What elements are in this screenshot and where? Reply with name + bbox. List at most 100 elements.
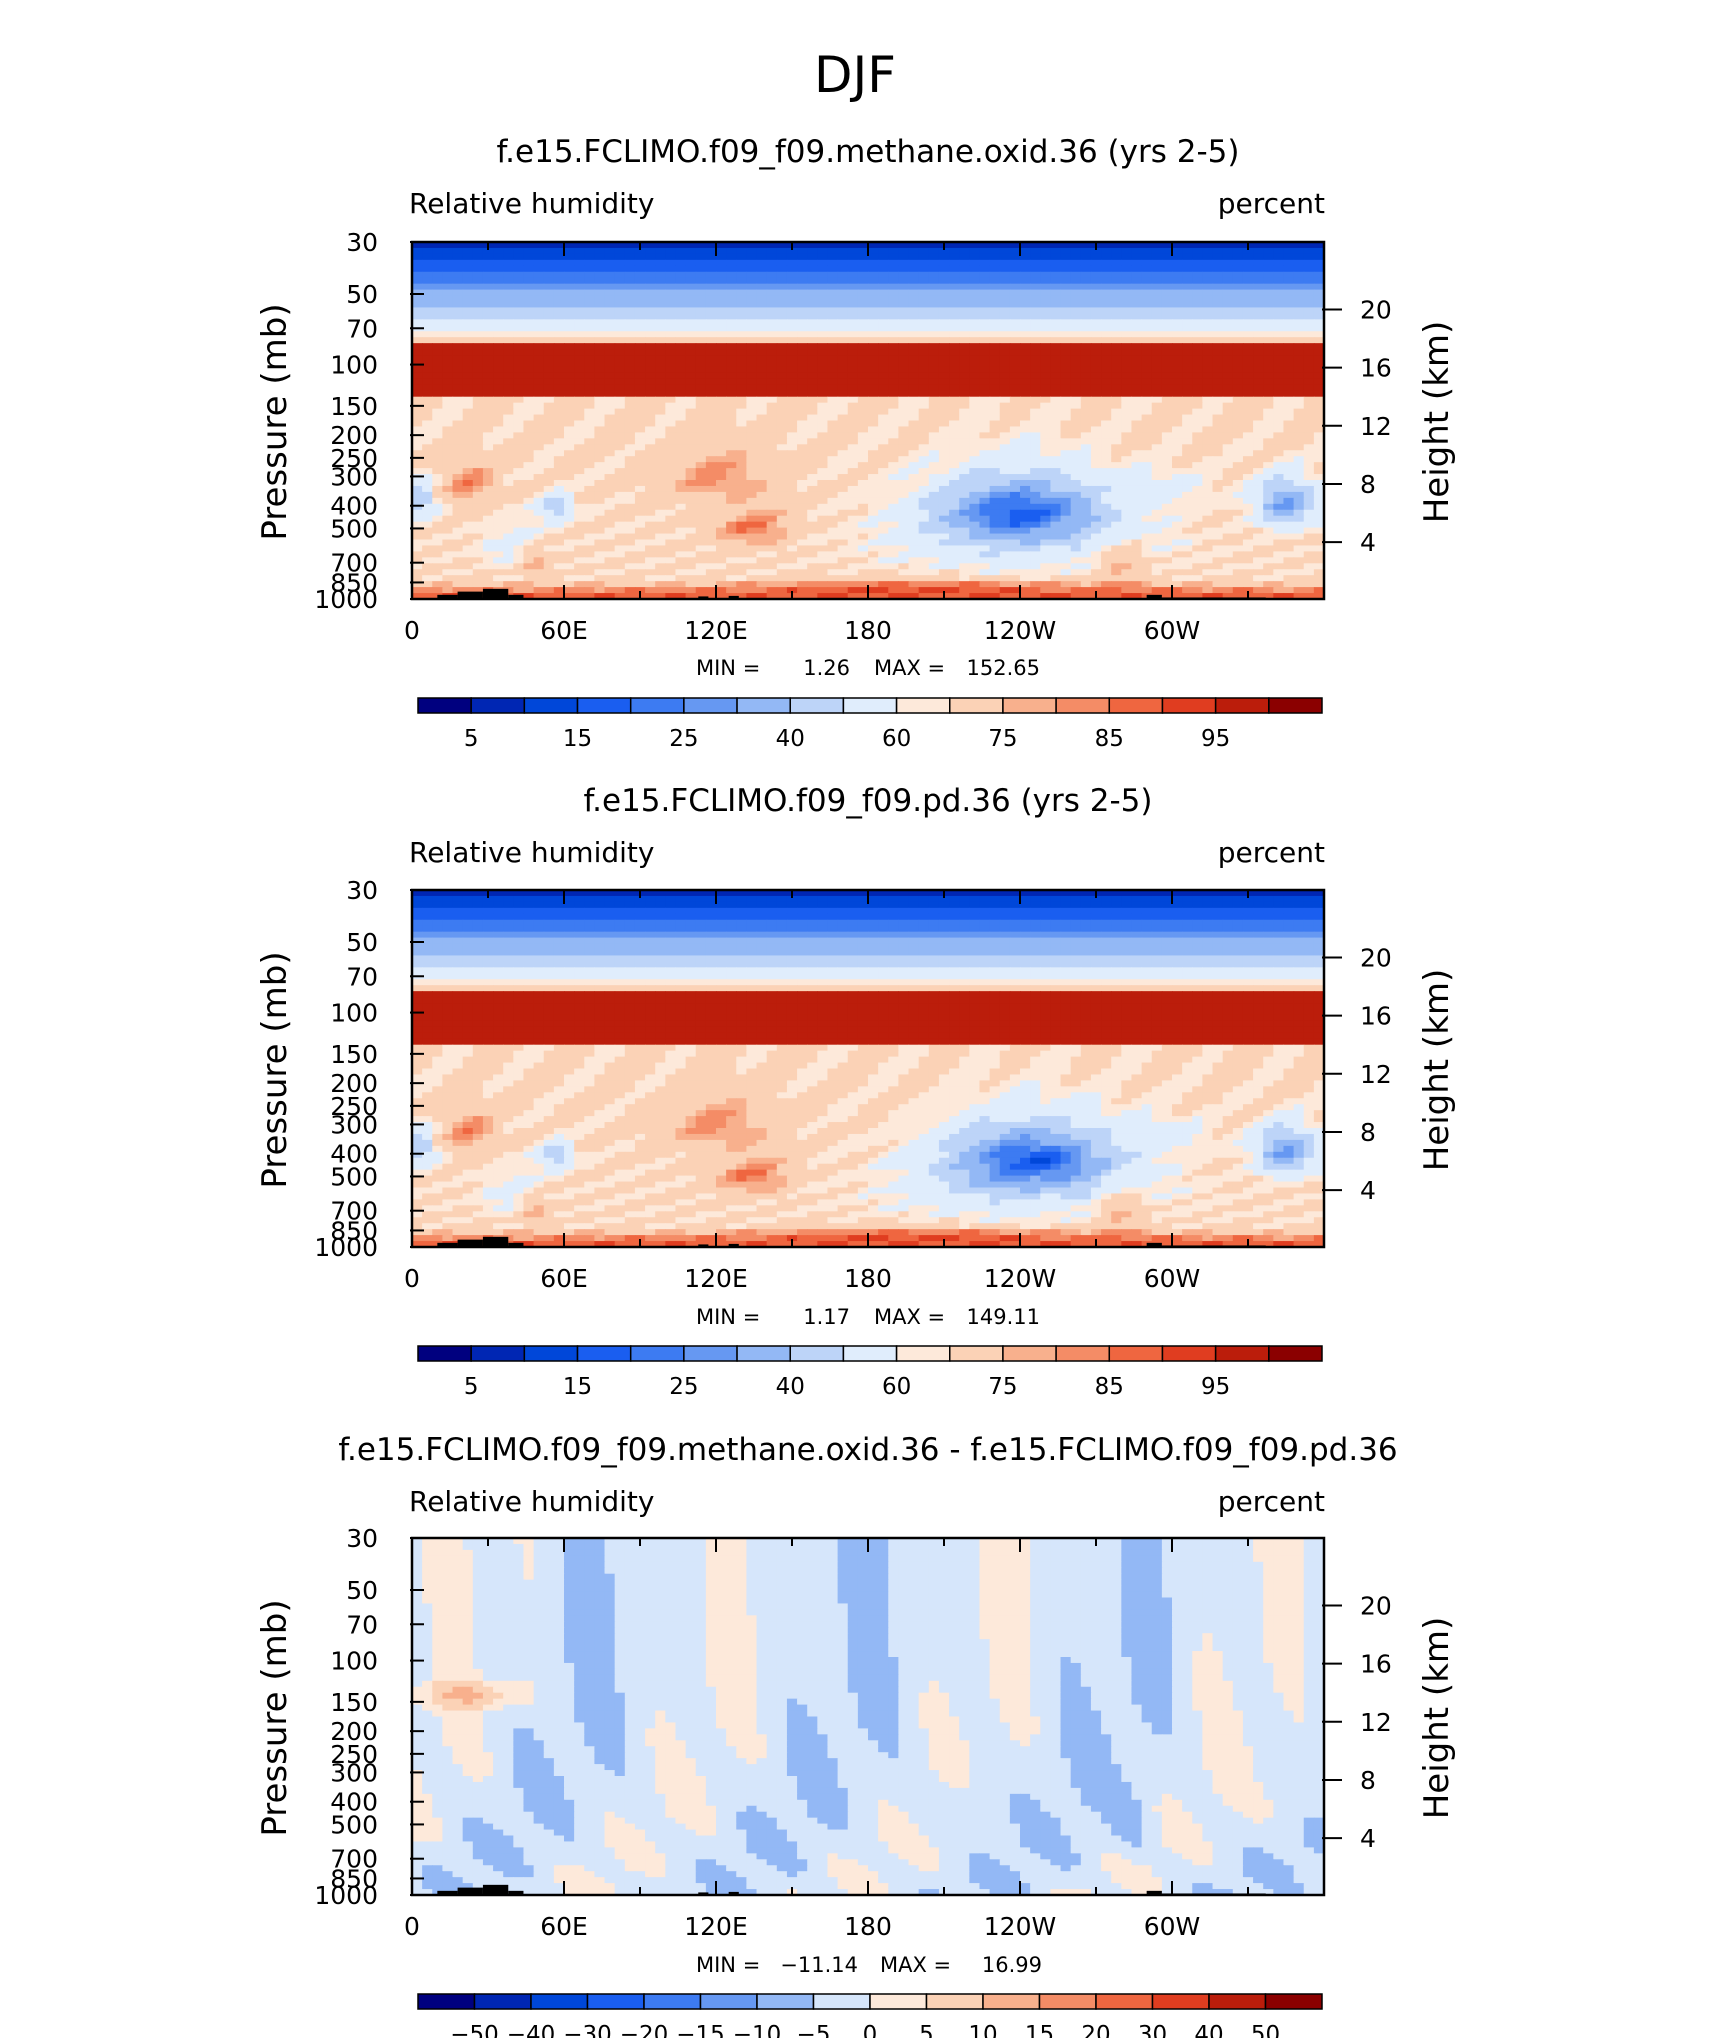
- contour-cell: [665, 253, 677, 261]
- contour-cell: [472, 420, 484, 428]
- contour-cell: [1242, 390, 1254, 398]
- contour-cell: [766, 331, 778, 338]
- contour-cell: [1131, 438, 1143, 445]
- contour-cell: [959, 426, 970, 433]
- contour-cell: [472, 426, 484, 433]
- contour-cell: [807, 491, 818, 499]
- contour-cell: [472, 402, 484, 410]
- contour-cell: [797, 337, 808, 344]
- contour-cell: [523, 480, 535, 487]
- contour-cell: [503, 366, 514, 374]
- contour-cell: [655, 247, 666, 255]
- contour-cell: [1283, 450, 1295, 457]
- contour-cell: [1232, 426, 1244, 433]
- contour-cell: [1151, 384, 1163, 392]
- contour-cell: [1141, 301, 1153, 309]
- contour-cell: [705, 420, 717, 428]
- contour-cell: [1222, 503, 1234, 511]
- contour-cell: [1060, 515, 1072, 523]
- contour-cell: [1202, 432, 1214, 439]
- contour-cell: [1253, 420, 1264, 428]
- contour-cell: [695, 271, 707, 279]
- contour-cell: [969, 551, 981, 558]
- contour-cell: [959, 277, 970, 285]
- contour-cell: [1222, 331, 1234, 338]
- contour-cell: [553, 497, 565, 505]
- contour-cell: [1080, 331, 1092, 338]
- contour-cell: [462, 313, 474, 320]
- contour-cell: [604, 539, 616, 547]
- contour-cell: [543, 557, 555, 564]
- contour-cell: [817, 491, 829, 499]
- contour-cell: [847, 307, 859, 314]
- contour-cell: [1222, 468, 1234, 475]
- contour-cell: [1111, 366, 1122, 374]
- contour-cell: [1192, 337, 1203, 344]
- contour-cell: [1090, 545, 1102, 552]
- contour-cell: [908, 242, 920, 249]
- contour-cell: [898, 337, 910, 344]
- contour-cell: [614, 527, 626, 535]
- contour-cell: [412, 301, 423, 309]
- contour-cell: [1303, 432, 1315, 439]
- contour-cell: [979, 313, 991, 320]
- contour-cell: [604, 313, 616, 320]
- contour-cell: [1131, 343, 1143, 350]
- contour-cell: [918, 253, 930, 261]
- contour-cell: [918, 343, 930, 350]
- contour-cell: [847, 319, 859, 326]
- contour-cell: [716, 509, 727, 517]
- contour-cell: [553, 485, 565, 493]
- contour-cell: [716, 408, 727, 416]
- contour-cell: [938, 253, 950, 261]
- contour-cell: [634, 313, 646, 320]
- contour-cell: [1141, 521, 1153, 529]
- contour-cell: [1161, 337, 1173, 344]
- contour-cell: [462, 283, 474, 291]
- contour-cell: [817, 474, 829, 481]
- contour-cell: [462, 485, 474, 493]
- contour-cell: [1161, 402, 1173, 410]
- contour-cell: [999, 521, 1011, 529]
- contour-cell: [807, 295, 818, 303]
- contour-cell: [493, 372, 504, 380]
- contour-cell: [807, 485, 818, 493]
- contour-cell: [1172, 420, 1183, 428]
- contour-cell: [523, 259, 535, 267]
- contour-cell: [1131, 551, 1143, 558]
- contour-cell: [786, 497, 798, 505]
- contour-cell: [776, 253, 788, 261]
- contour-cell: [776, 307, 788, 314]
- contour-cell: [645, 349, 656, 356]
- contour-cell: [1242, 289, 1254, 297]
- contour-cell: [523, 426, 535, 433]
- contour-cell: [857, 474, 869, 481]
- contour-cell: [634, 295, 646, 303]
- contour-cell: [908, 319, 920, 326]
- contour-cell: [776, 390, 788, 398]
- contour-cell: [543, 247, 555, 255]
- contour-cell: [908, 343, 920, 350]
- contour-cell: [594, 527, 606, 535]
- contour-cell: [1232, 313, 1244, 320]
- contour-cell: [1222, 295, 1234, 303]
- contour-cell: [1253, 390, 1264, 398]
- contour-cell: [1293, 545, 1305, 552]
- contour-cell: [1161, 277, 1173, 285]
- contour-cell: [908, 259, 920, 267]
- contour-cell: [685, 509, 697, 517]
- contour-cell: [513, 372, 525, 380]
- contour-cell: [746, 265, 758, 273]
- contour-cell: [807, 432, 818, 439]
- contour-cell: [1212, 253, 1224, 261]
- contour-cell: [665, 301, 677, 309]
- contour-cell: [503, 343, 514, 350]
- contour-cell: [1050, 319, 1062, 326]
- contour-cell: [1303, 283, 1315, 291]
- contour-cell: [1222, 242, 1234, 249]
- contour-cell: [807, 349, 818, 356]
- contour-cell: [726, 271, 737, 279]
- contour-cell: [482, 539, 494, 547]
- contour-cell: [1030, 474, 1041, 481]
- contour-cell: [949, 301, 960, 309]
